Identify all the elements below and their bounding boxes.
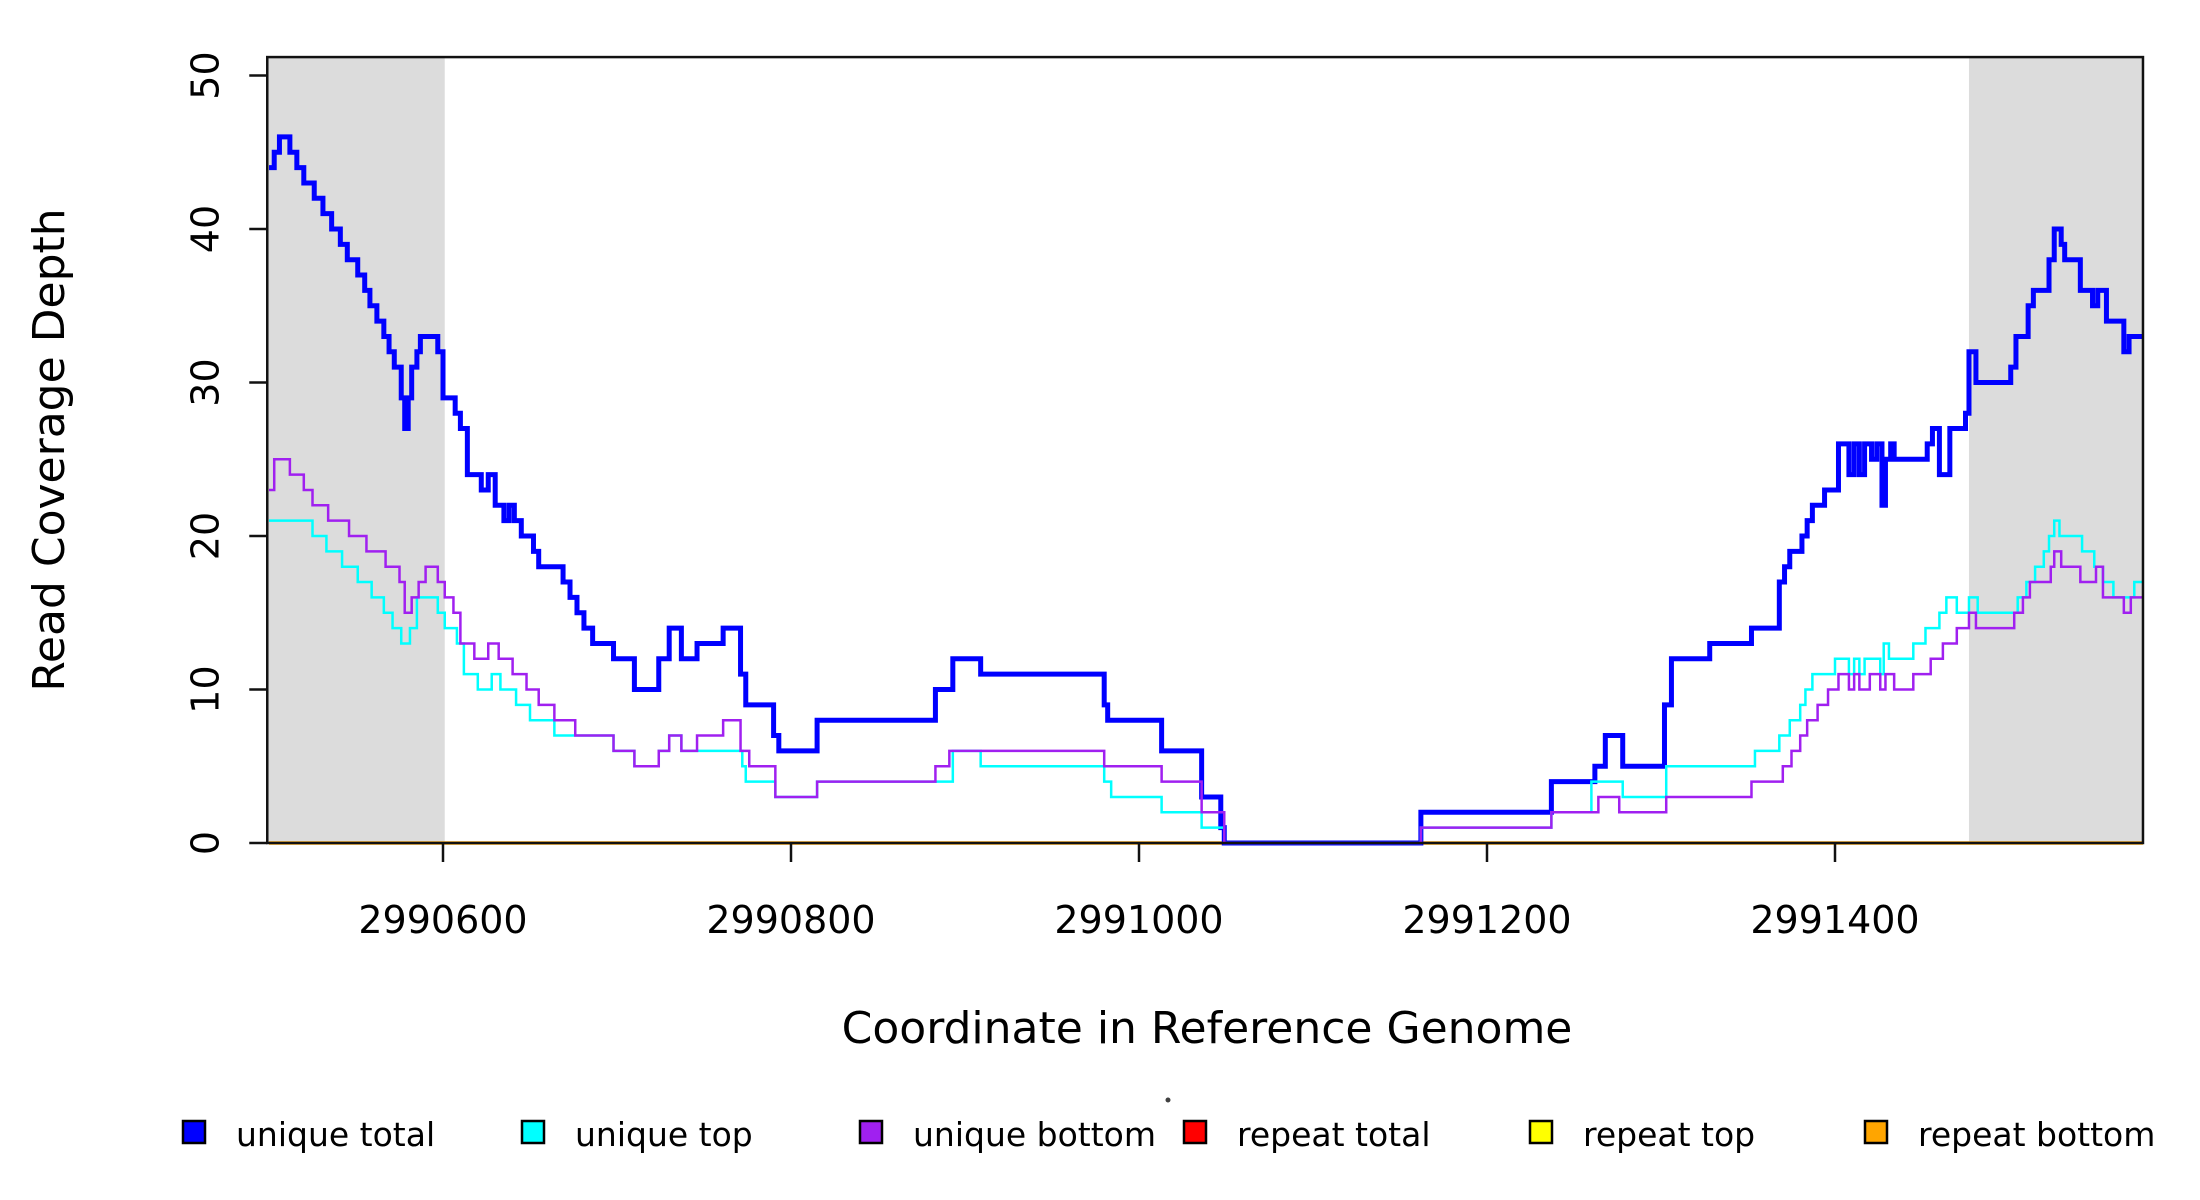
annotations: [1165, 1097, 1171, 1103]
shaded-region: [267, 57, 445, 843]
plot-border: [266, 55, 2145, 845]
shaded-region: [1968, 57, 2143, 843]
x-axis: 2990600 2990800 2991000 2991200 2991400: [358, 843, 1920, 942]
legend-swatch-repeat-bottom: [1863, 1119, 1889, 1145]
x-tick-label: 2990800: [706, 898, 875, 942]
series-lines: [269, 134, 2143, 846]
legend-swatch-repeat-top: [1528, 1119, 1554, 1145]
legend: unique total unique top unique bottom repea…: [181, 1115, 2155, 1154]
y-tick-label: 0: [183, 831, 227, 855]
x-axis-title: Coordinate in Reference Genome: [842, 1003, 1573, 1054]
series-line-unique-total: [269, 134, 2143, 846]
legend-swatch-repeat-total: [1182, 1119, 1208, 1145]
legend-swatch-unique-total: [181, 1119, 207, 1145]
series-line-unique-bottom: [269, 458, 2143, 845]
legend-label-repeat-total: repeat total: [1237, 1115, 1431, 1154]
legend-label-repeat-bottom: repeat bottom: [1918, 1115, 2155, 1154]
plot-box: [266, 55, 2145, 845]
y-tick-label: 50: [183, 51, 227, 99]
legend-swatch-unique-bottom: [858, 1119, 884, 1145]
x-tick-label: 2990600: [358, 898, 527, 942]
x-tick-label: 2991200: [1402, 898, 1571, 942]
legend-label-unique-top: unique top: [575, 1115, 753, 1154]
y-tick-label: 30: [183, 358, 227, 406]
legend-swatch-unique-top: [520, 1119, 546, 1145]
artifact-dot: [1165, 1097, 1171, 1103]
shaded-regions: [267, 57, 2143, 843]
legend-label-unique-total: unique total: [236, 1115, 435, 1154]
y-axis-title: Read Coverage Depth: [24, 208, 75, 691]
x-tick-label: 2991000: [1054, 898, 1223, 942]
y-tick-label: 20: [183, 512, 227, 560]
y-axis: 0 10 20 30 40 50: [183, 51, 268, 855]
legend-label-unique-bottom: unique bottom: [913, 1115, 1156, 1154]
y-tick-label: 10: [183, 665, 227, 713]
y-tick-label: 40: [183, 205, 227, 253]
legend-label-repeat-top: repeat top: [1583, 1115, 1755, 1154]
x-tick-label: 2991400: [1750, 898, 1919, 942]
